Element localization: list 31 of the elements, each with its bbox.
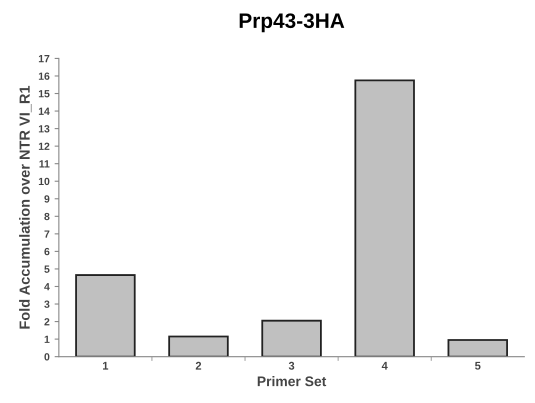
- y-tick-label: 12: [38, 142, 50, 150]
- bar: [261, 320, 322, 357]
- x-tick-label: 4: [382, 362, 388, 370]
- x-tick-label: 3: [288, 362, 294, 370]
- bar: [75, 274, 136, 357]
- y-tick-label: 8: [44, 212, 50, 220]
- y-tick-label: 0: [44, 353, 50, 361]
- y-tick-label: 16: [38, 72, 50, 80]
- y-tick-label: 13: [38, 125, 50, 132]
- y-tick-label: 3: [44, 300, 50, 308]
- y-axis-title: Fold Accumulation over NTR VI_R1: [19, 86, 32, 329]
- bar: [448, 339, 508, 357]
- y-tick-label: 5: [44, 266, 50, 273]
- y-tick-label: 11: [39, 160, 50, 168]
- bar: [168, 336, 229, 357]
- x-tick-label: 2: [196, 362, 202, 370]
- x-tick-label: 5: [475, 362, 481, 370]
- y-tick-label: 1: [44, 336, 50, 343]
- y-tick-label: 6: [44, 248, 50, 256]
- y-tick-label: 17: [38, 55, 50, 62]
- y-tick-label: 4: [44, 283, 50, 290]
- y-tick-label: 9: [44, 195, 50, 203]
- y-tick-label: 15: [38, 90, 50, 98]
- y-tick-label: 2: [44, 318, 50, 326]
- x-axis-title: Primer Set: [258, 376, 326, 386]
- bar: [354, 79, 415, 357]
- y-tick-label: 14: [38, 108, 50, 115]
- y-tick-label: 7: [44, 230, 50, 238]
- chart-title: Prp43-3HA: [240, 13, 344, 32]
- x-tick-label: 1: [103, 362, 108, 370]
- y-tick-label: 10: [38, 178, 50, 186]
